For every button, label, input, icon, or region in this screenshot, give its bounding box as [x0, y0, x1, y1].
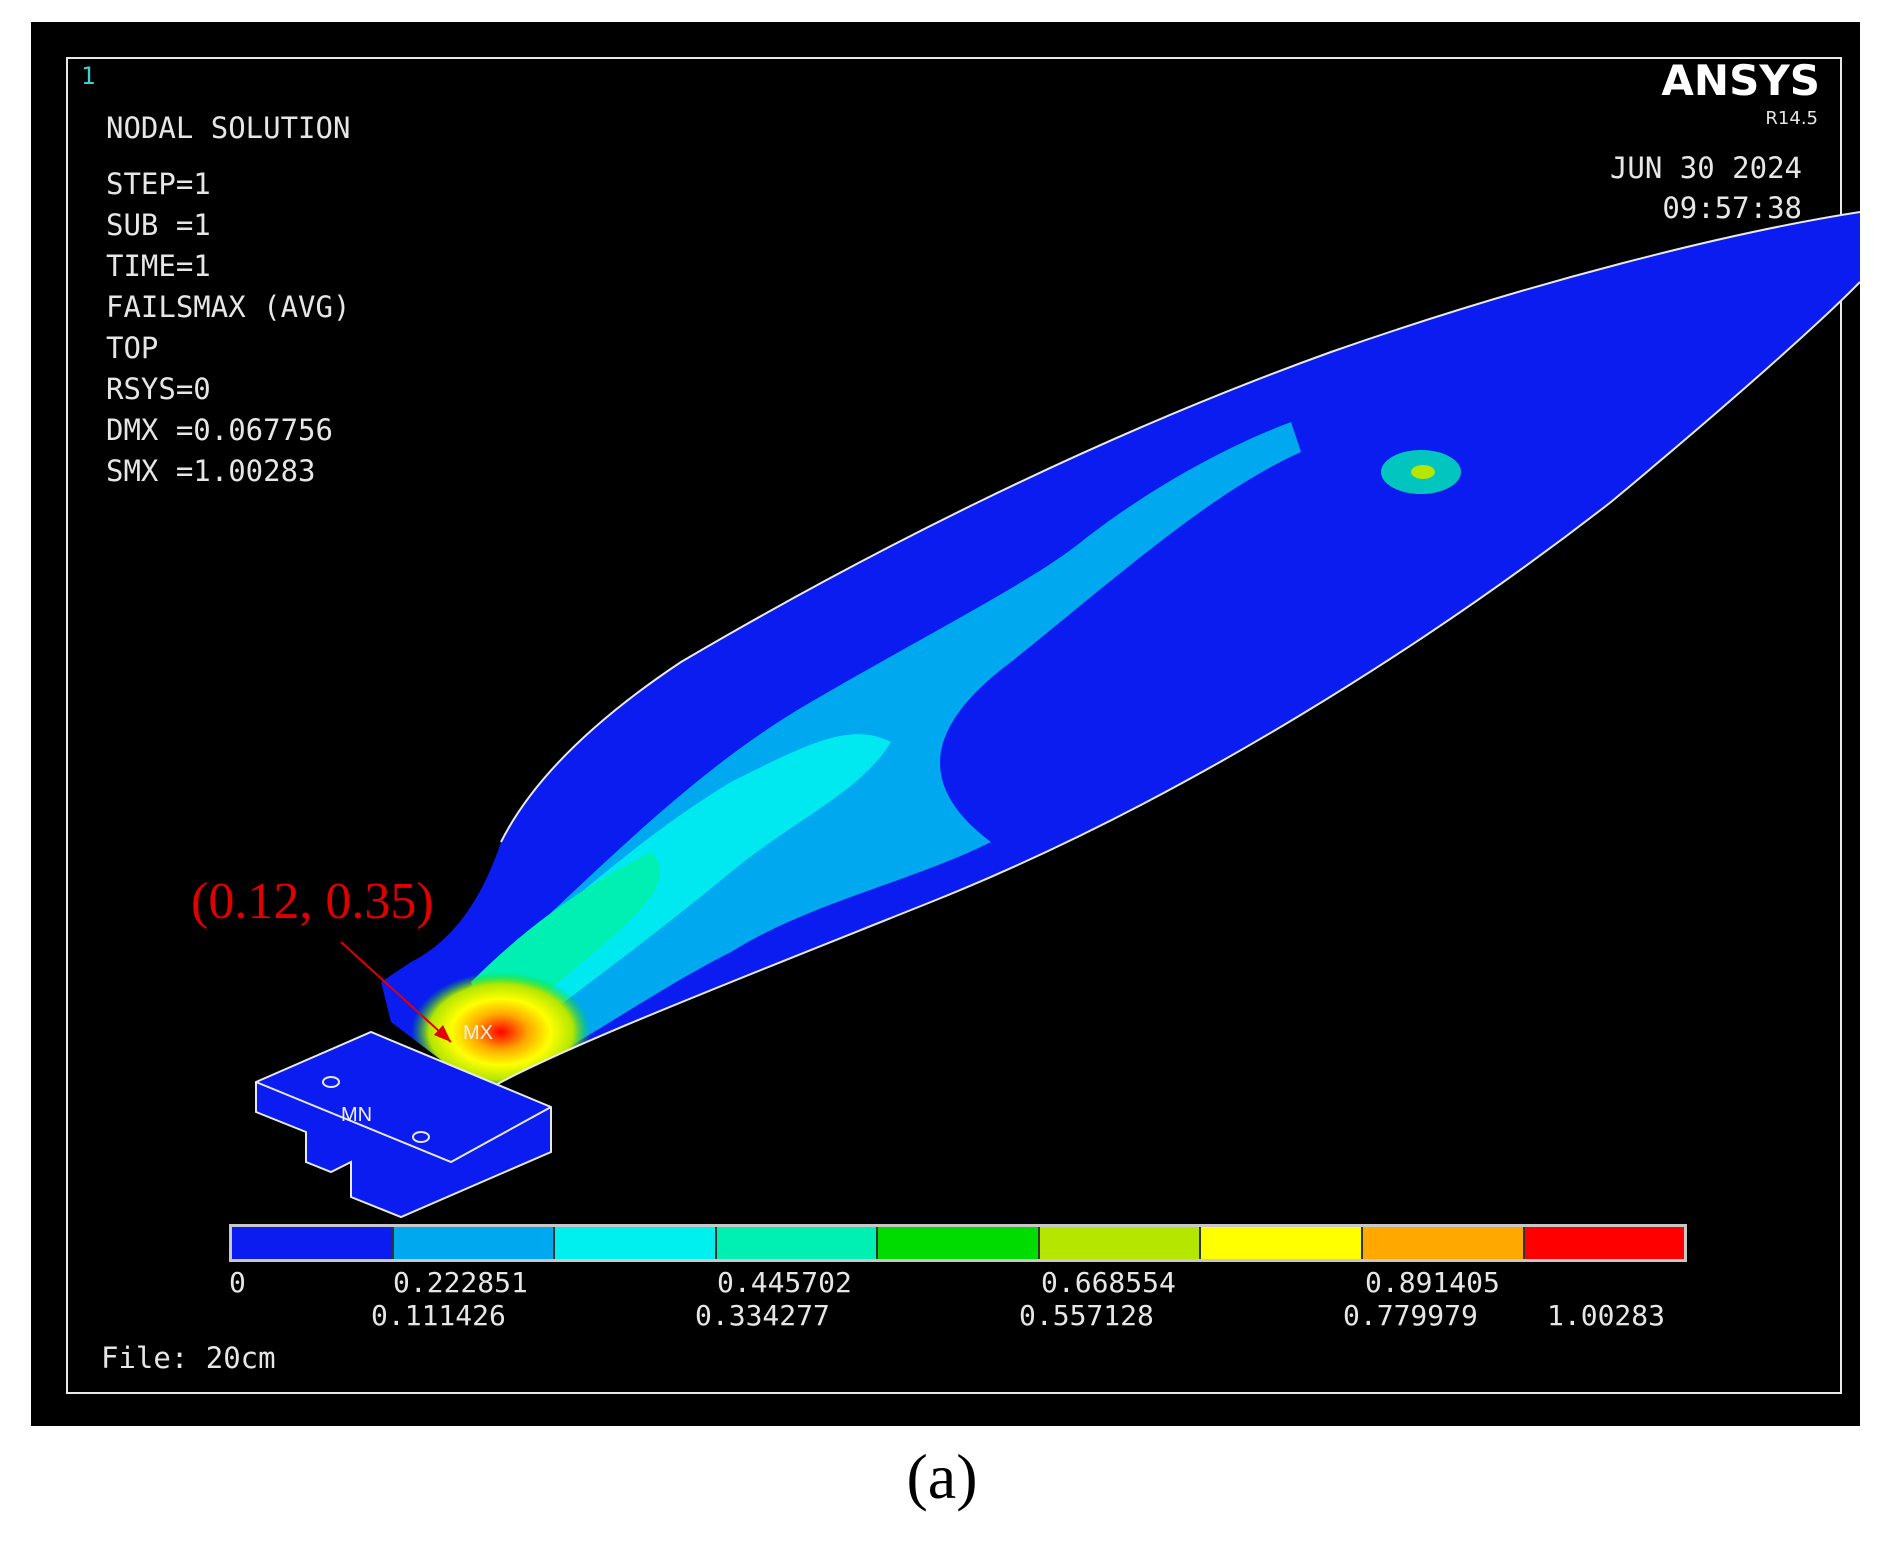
- version-label: R14.5: [1765, 108, 1818, 129]
- colorbar-tick-label: 0.891405: [1365, 1266, 1500, 1299]
- colorbar-tick-label: 0.111426: [371, 1299, 506, 1332]
- colorbar-segment: [1362, 1227, 1525, 1259]
- time-label: 09:57:38: [1662, 191, 1802, 225]
- colorbar-tick-label: 0.334277: [695, 1299, 830, 1332]
- solution-info-line: FAILSMAX (AVG): [106, 290, 351, 324]
- window-number: 1: [81, 62, 96, 90]
- colorbar-segment: [716, 1227, 879, 1259]
- callout-arrowhead: [434, 1025, 451, 1042]
- max-point-annotation: (0.12, 0.35): [191, 873, 434, 930]
- file-name-label: File: 20cm: [101, 1341, 276, 1375]
- colorbar-segment: [232, 1227, 394, 1259]
- colorbar-tick-label: 0: [229, 1266, 246, 1299]
- colorbar-tick-label: 0.445702: [717, 1266, 852, 1299]
- colorbar-segment: [555, 1227, 717, 1259]
- colorbar-segment: [1524, 1227, 1685, 1259]
- solution-info-line: DMX =0.067756: [106, 413, 333, 447]
- figure-caption: (a): [906, 1441, 978, 1512]
- solution-info-line: SMX =1.00283: [106, 454, 316, 488]
- viewport-border: [66, 57, 1842, 1394]
- ansys-logo: ANSYS: [1661, 56, 1820, 105]
- solution-info-line: TOP: [106, 331, 159, 365]
- solution-info-line: RSYS=0: [106, 372, 211, 406]
- colorbar-segment: [1201, 1227, 1363, 1259]
- callout-leader: [340, 941, 452, 1043]
- contour-legend-colorbar: [229, 1224, 1687, 1262]
- solution-info-line: TIME=1: [106, 249, 211, 283]
- min-marker: MN: [341, 1104, 373, 1126]
- colorbar-tick-label: 0.222851: [393, 1266, 528, 1299]
- blade-root-block: [255, 1030, 552, 1219]
- colorbar-segment: [878, 1227, 1040, 1259]
- blade-body: [381, 212, 1860, 1092]
- colorbar-segment: [393, 1227, 556, 1259]
- colorbar-tick-label: 1.00283: [1547, 1299, 1666, 1332]
- plot-title: NODAL SOLUTION: [106, 111, 351, 145]
- colorbar-tick-label: 0.668554: [1041, 1266, 1176, 1299]
- solution-info-line: STEP=1: [106, 167, 211, 201]
- blade-contour-plot[interactable]: [31, 22, 1860, 1426]
- graphics-viewport[interactable]: 1 NODAL SOLUTION STEP=1 SUB =1 TIME=1 FAILS…: [31, 22, 1860, 1426]
- colorbar-tick-label: 0.557128: [1019, 1299, 1154, 1332]
- colorbar-segment: [1039, 1227, 1202, 1259]
- date-label: JUN 30 2024: [1609, 151, 1802, 185]
- colorbar-tick-label: 0.779979: [1343, 1299, 1478, 1332]
- solution-info-line: SUB =1: [106, 208, 211, 242]
- max-marker: MX: [463, 1022, 493, 1044]
